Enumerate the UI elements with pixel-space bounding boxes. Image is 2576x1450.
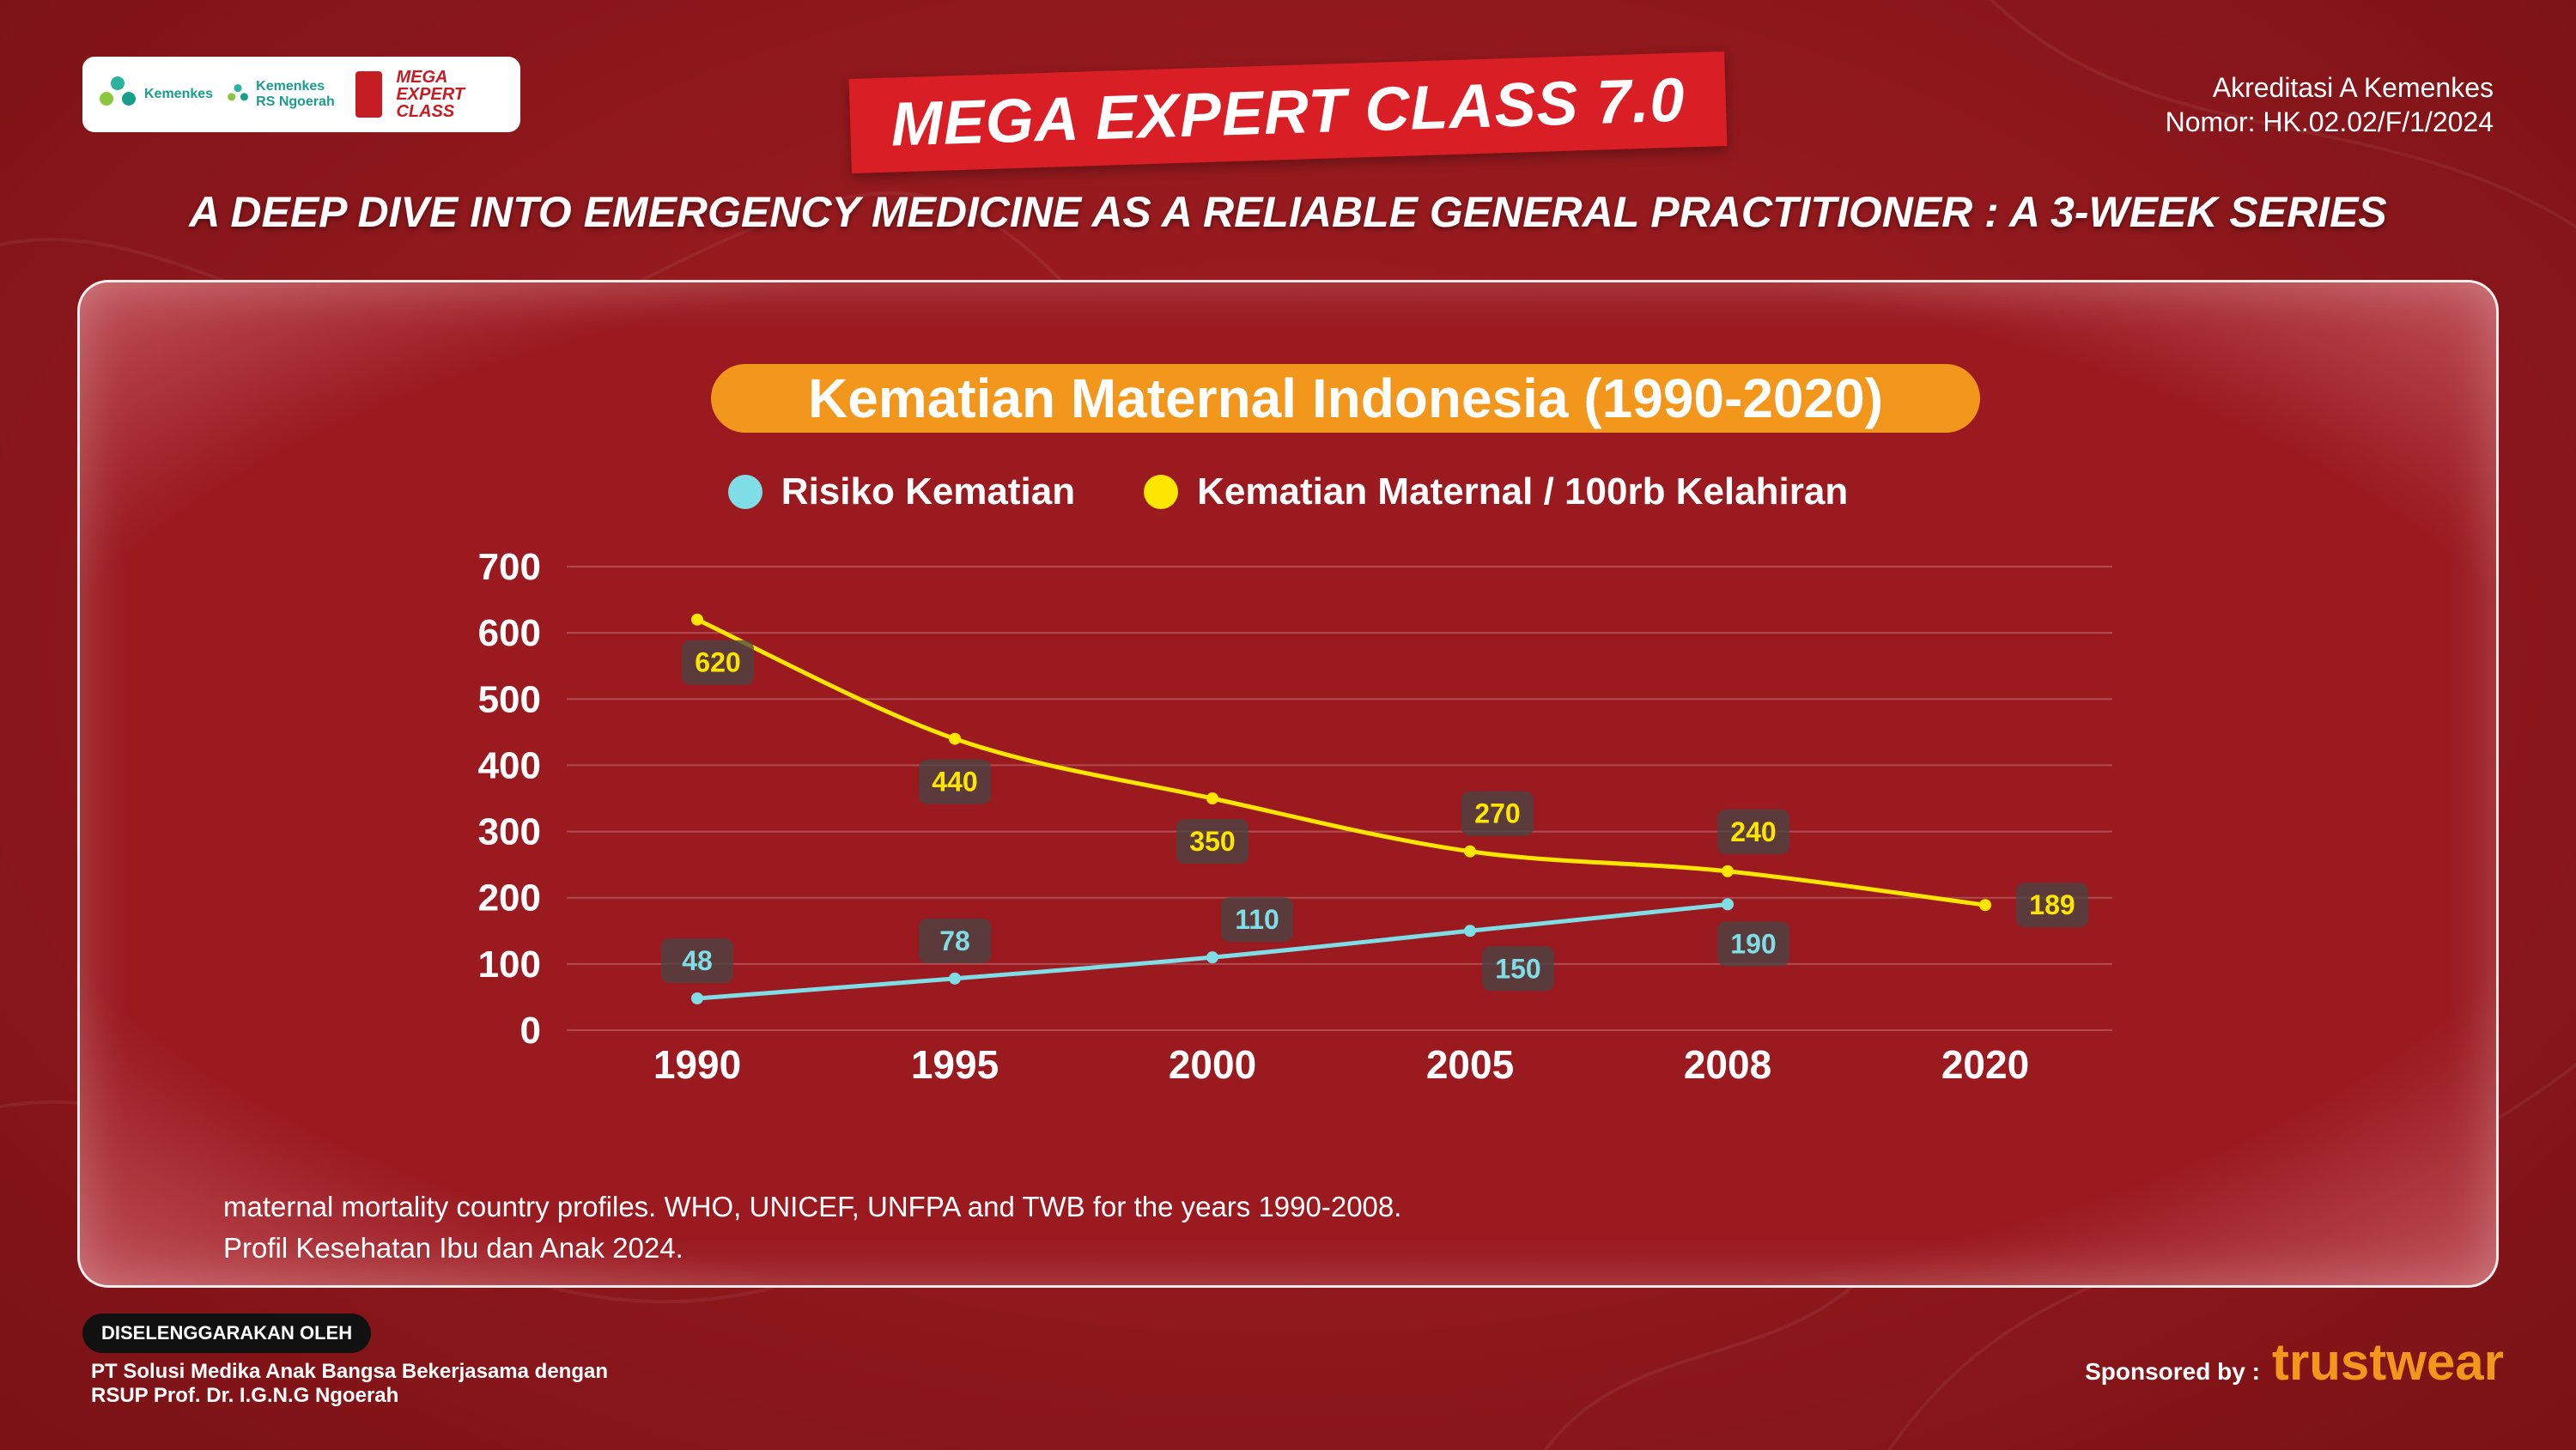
source-line-1: maternal mortality country profiles. WHO…	[223, 1191, 1402, 1222]
data-label-box	[1482, 946, 1554, 992]
data-point	[949, 732, 961, 745]
data-label: 240	[1730, 816, 1776, 847]
y-tick-label: 600	[478, 612, 541, 654]
organizer-label: DISELENGGARAKAN OLEH	[82, 1313, 372, 1353]
data-label-box	[1717, 809, 1789, 854]
series-subtitle: A DEEP DIVE INTO EMERGENCY MEDICINE AS A…	[189, 188, 2387, 236]
red-badge-logo	[355, 71, 383, 118]
kemenkes-icon	[100, 76, 136, 106]
y-tick-label: 300	[478, 811, 541, 853]
data-point	[1464, 925, 1476, 937]
y-tick-label: 700	[478, 546, 541, 588]
series-line	[696, 617, 1986, 907]
organizer-text: PT Solusi Medika Anak Bangsa Bekerjasama…	[91, 1360, 608, 1408]
x-tick-label: 1990	[653, 1042, 741, 1087]
legend-dot-risiko	[727, 475, 762, 509]
x-tick-label: 2008	[1684, 1042, 1771, 1087]
chart-title-pill: Kematian Maternal Indonesia (1990-2020)	[711, 364, 1980, 433]
data-label-box	[1221, 897, 1293, 943]
data-label: 270	[1474, 798, 1520, 829]
x-tick-label: 2005	[1426, 1042, 1514, 1087]
accreditation-line-2: Nomor: HK.02.02/F/1/2024	[2165, 106, 2494, 137]
data-label-box	[919, 918, 991, 963]
data-label-box	[1176, 819, 1249, 864]
chart-legend: Risiko Kematian Kematian Maternal / 100r…	[0, 470, 2576, 513]
data-label: 350	[1189, 826, 1235, 857]
data-label-box	[919, 759, 991, 804]
data-point	[1464, 845, 1476, 858]
data-label: 78	[939, 925, 970, 956]
kemenkes-icon	[228, 84, 249, 101]
y-tick-label: 400	[478, 744, 541, 786]
kemenkes-logo: Kemenkes	[98, 75, 213, 114]
mega-expert-logo: MEGA EXPERT CLASS	[396, 68, 465, 121]
data-label: 440	[932, 767, 977, 798]
x-tick-label: 2000	[1169, 1042, 1256, 1087]
data-label-box	[2016, 883, 2088, 928]
data-label-box	[661, 937, 733, 983]
y-tick-label: 500	[478, 678, 541, 720]
organizer-line-1: PT Solusi Medika Anak Bangsa Bekerjasama…	[91, 1360, 608, 1383]
chart-panel	[77, 280, 2499, 1288]
data-label-box	[682, 640, 754, 685]
accreditation-line-1: Akreditasi A Kemenkes	[2212, 72, 2494, 103]
data-point	[1206, 951, 1218, 964]
data-label-box	[1461, 791, 1534, 836]
organizer-line-2: RSUP Prof. Dr. I.G.N.G Ngoerah	[91, 1384, 399, 1407]
data-label: 110	[1235, 904, 1279, 935]
data-point	[1722, 865, 1734, 877]
data-point	[1206, 792, 1218, 804]
y-tick-label: 0	[520, 1010, 541, 1052]
sponsor-logo: trustwear	[2271, 1333, 2504, 1391]
data-label-box	[1717, 921, 1789, 967]
logo-kemenkes-text: Kemenkes	[144, 87, 214, 101]
partner-logos: Kemenkes Kemenkes RS Ngoerah MEGA EXPERT…	[82, 57, 520, 132]
data-label: 150	[1495, 953, 1540, 984]
sponsor: Sponsored by : trustwear	[2085, 1332, 2504, 1392]
x-tick-label: 1995	[911, 1042, 999, 1087]
data-point	[1722, 898, 1734, 911]
rs-ngoerah-logo: Kemenkes RS Ngoerah	[227, 75, 342, 114]
sponsor-label: Sponsored by :	[2085, 1358, 2260, 1385]
data-point	[691, 613, 703, 626]
data-label: 48	[682, 945, 713, 976]
legend-label-risiko: Risiko Kematian	[781, 470, 1076, 513]
y-tick-label: 200	[478, 877, 541, 919]
legend-item-risiko: Risiko Kematian	[727, 470, 1076, 513]
legend-label-maternal: Kematian Maternal / 100rb Kelahiran	[1197, 470, 1849, 513]
chart-title: Kematian Maternal Indonesia (1990-2020)	[807, 367, 1884, 429]
x-tick-label: 2020	[1941, 1042, 2029, 1087]
data-point	[691, 992, 703, 1004]
data-point	[949, 972, 961, 985]
accreditation: Akreditasi A Kemenkes Nomor: HK.02.02/F/…	[2166, 70, 2494, 139]
data-point	[1979, 899, 1991, 912]
source-line-2: Profil Kesehatan Ibu dan Anak 2024.	[223, 1232, 683, 1264]
legend-dot-maternal	[1144, 475, 1179, 509]
data-label: 189	[2029, 889, 2075, 920]
data-label: 620	[695, 647, 740, 678]
source-note: maternal mortality country profiles. WHO…	[223, 1186, 1401, 1269]
logo-rs-text: Kemenkes RS Ngoerah	[256, 79, 335, 109]
legend-item-maternal: Kematian Maternal / 100rb Kelahiran	[1144, 470, 1848, 513]
data-label: 190	[1730, 928, 1776, 959]
y-tick-label: 100	[478, 943, 541, 986]
